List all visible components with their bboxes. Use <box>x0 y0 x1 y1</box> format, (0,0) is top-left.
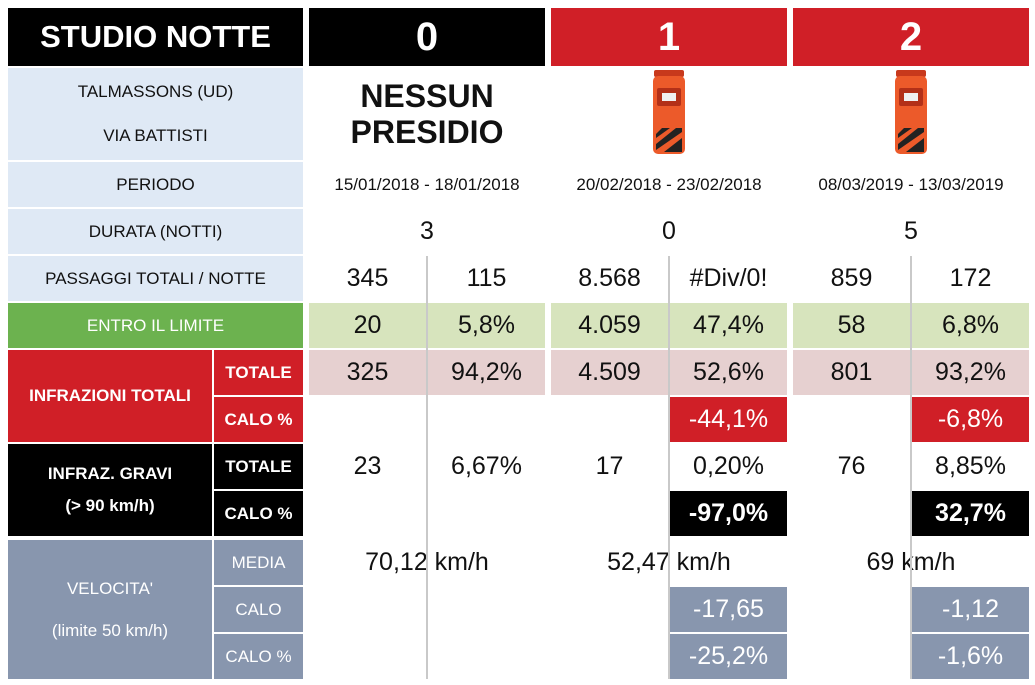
entro-1-count: 4.059 <box>551 303 668 348</box>
durata-2: 5 <box>793 209 1029 254</box>
location-label: TALMASSONS (UD) VIA BATTISTI <box>8 68 303 160</box>
velocita-calo-pct-1: -25,2% <box>670 634 787 679</box>
gravi-totale-sublabel: TOTALE <box>214 444 303 489</box>
velocita-calo-pct-0 <box>428 634 545 679</box>
entro-limite-label: ENTRO IL LIMITE <box>8 303 303 348</box>
presidio-text: PRESIDIO <box>350 114 504 150</box>
column-divider <box>910 256 912 679</box>
passaggi-label: PASSAGGI TOTALI / NOTTE <box>8 256 303 301</box>
periodo-2: 08/03/2019 - 13/03/2019 <box>793 162 1029 207</box>
speed-box-icon <box>653 70 685 154</box>
infrazioni-1-pct: 52,6% <box>670 350 787 395</box>
passaggi-2-total: 859 <box>793 256 910 301</box>
table-title: STUDIO NOTTE <box>8 8 303 66</box>
gravi-2-pct: 8,85% <box>912 444 1029 489</box>
passaggi-1-total: 8.568 <box>551 256 668 301</box>
velocita-calo-pct-1a <box>551 634 668 679</box>
gravi-calo-0a <box>309 491 426 536</box>
infrazioni-calo-2a <box>793 397 910 442</box>
infrazioni-totali-label: INFRAZIONI TOTALI <box>8 350 212 442</box>
velocita-calo-sublabel: CALO <box>214 587 303 632</box>
velocita-calo-1a <box>551 587 668 632</box>
infrazioni-0-pct: 94,2% <box>428 350 545 395</box>
periodo-label: PERIODO <box>8 162 303 207</box>
gravi-calo-2: 32,7% <box>912 491 1029 536</box>
gravi-label-threshold: (> 90 km/h) <box>65 496 155 515</box>
study-1-header: 1 <box>551 8 787 66</box>
gravi-2-count: 76 <box>793 444 910 489</box>
infrazioni-calo-2: -6,8% <box>912 397 1029 442</box>
velocita-calo-1: -17,65 <box>670 587 787 632</box>
column-divider <box>668 256 670 679</box>
periodo-1: 20/02/2018 - 23/02/2018 <box>551 162 787 207</box>
device-1-cell <box>551 68 787 160</box>
infrazioni-2-count: 801 <box>793 350 910 395</box>
study-2-header: 2 <box>793 8 1029 66</box>
passaggi-0-total: 345 <box>309 256 426 301</box>
infrazioni-totale-sublabel: TOTALE <box>214 350 303 395</box>
passaggi-1-notte: #Div/0! <box>670 256 787 301</box>
infrazioni-2-pct: 93,2% <box>912 350 1029 395</box>
entro-0-pct: 5,8% <box>428 303 545 348</box>
entro-1-pct: 47,4% <box>670 303 787 348</box>
gravi-calo-1a <box>551 491 668 536</box>
location-city: TALMASSONS (UD) <box>77 82 234 101</box>
study-0-header: 0 <box>309 8 545 66</box>
velocita-label: VELOCITA' (limite 50 km/h) <box>8 540 212 679</box>
velocita-label-limit: (limite 50 km/h) <box>51 620 169 640</box>
no-device-label: NESSUN PRESIDIO <box>309 68 545 160</box>
infrazioni-calo-0 <box>428 397 545 442</box>
infrazioni-calo-0a <box>309 397 426 442</box>
gravi-calo-1: -97,0% <box>670 491 787 536</box>
velocita-calo-pct-0a <box>309 634 426 679</box>
periodo-0: 15/01/2018 - 18/01/2018 <box>309 162 545 207</box>
durata-label: DURATA (NOTTI) <box>8 209 303 254</box>
infrazioni-calo-1: -44,1% <box>670 397 787 442</box>
durata-0: 3 <box>309 209 545 254</box>
velocita-label-title: VELOCITA' <box>66 578 154 598</box>
velocita-calo-0a <box>309 587 426 632</box>
entro-2-count: 58 <box>793 303 910 348</box>
velocita-media-sublabel: MEDIA <box>214 540 303 585</box>
velocita-calo-pct-2: -1,6% <box>912 634 1029 679</box>
gravi-calo-sublabel: CALO % <box>214 491 303 536</box>
infrazioni-calo-1a <box>551 397 668 442</box>
column-divider <box>426 256 428 679</box>
nessun-text: NESSUN <box>360 78 494 114</box>
infrazioni-calo-sublabel: CALO % <box>214 397 303 442</box>
gravi-0-pct: 6,67% <box>428 444 545 489</box>
gravi-calo-0 <box>428 491 545 536</box>
infrazioni-1-count: 4.509 <box>551 350 668 395</box>
location-street: VIA BATTISTI <box>103 126 208 145</box>
gravi-label-title: INFRAZ. GRAVI <box>47 464 173 483</box>
infrazioni-gravi-label: INFRAZ. GRAVI (> 90 km/h) <box>8 444 212 536</box>
passaggi-0-notte: 115 <box>428 256 545 301</box>
durata-1: 0 <box>551 209 787 254</box>
velocita-calo-pct-2a <box>793 634 910 679</box>
gravi-1-count: 17 <box>551 444 668 489</box>
gravi-calo-2a <box>793 491 910 536</box>
velocita-calo-2: -1,12 <box>912 587 1029 632</box>
device-2-cell <box>793 68 1029 160</box>
gravi-0-count: 23 <box>309 444 426 489</box>
velocita-calo-0 <box>428 587 545 632</box>
velocita-calo-2a <box>793 587 910 632</box>
gravi-1-pct: 0,20% <box>670 444 787 489</box>
speed-box-icon <box>895 70 927 154</box>
entro-2-pct: 6,8% <box>912 303 1029 348</box>
entro-0-count: 20 <box>309 303 426 348</box>
velocita-calo-pct-sublabel: CALO % <box>214 634 303 679</box>
infrazioni-0-count: 325 <box>309 350 426 395</box>
passaggi-2-notte: 172 <box>912 256 1029 301</box>
